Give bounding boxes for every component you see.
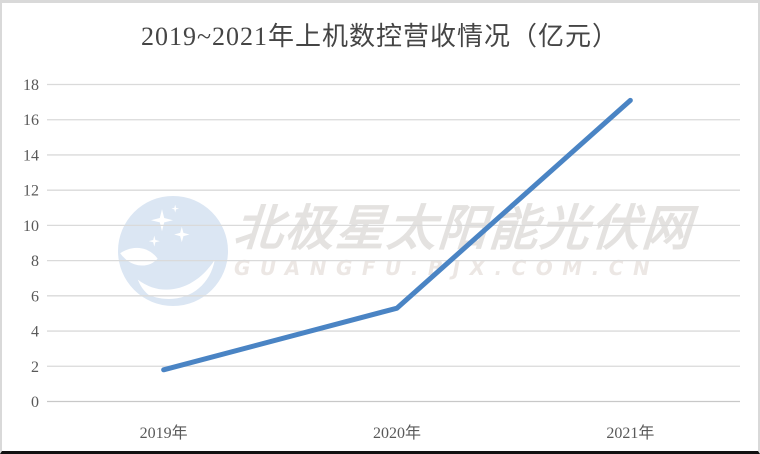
y-tick-label: 10 xyxy=(23,218,39,235)
y-tick-label: 14 xyxy=(23,147,39,164)
x-tick-label: 2020年 xyxy=(373,424,421,442)
y-tick-label: 4 xyxy=(31,324,39,341)
y-tick-label: 0 xyxy=(31,394,39,411)
line-chart-plot: 0 2 4 6 8 10 12 14 16 18 2019年 2020年 2021年 xyxy=(23,77,740,442)
y-tick-label: 16 xyxy=(23,112,39,129)
chart-title: 2019~2021年上机数控营收情况（亿元） xyxy=(140,22,620,51)
y-tick-label: 8 xyxy=(31,253,39,270)
y-tick-label: 6 xyxy=(31,288,39,305)
y-tick-label: 18 xyxy=(23,77,39,94)
revenue-line-series xyxy=(161,97,633,373)
y-tick-label: 12 xyxy=(23,183,39,200)
x-tick-label: 2019年 xyxy=(140,424,188,442)
y-tick-label: 2 xyxy=(31,359,39,376)
x-tick-label: 2021年 xyxy=(606,424,654,442)
